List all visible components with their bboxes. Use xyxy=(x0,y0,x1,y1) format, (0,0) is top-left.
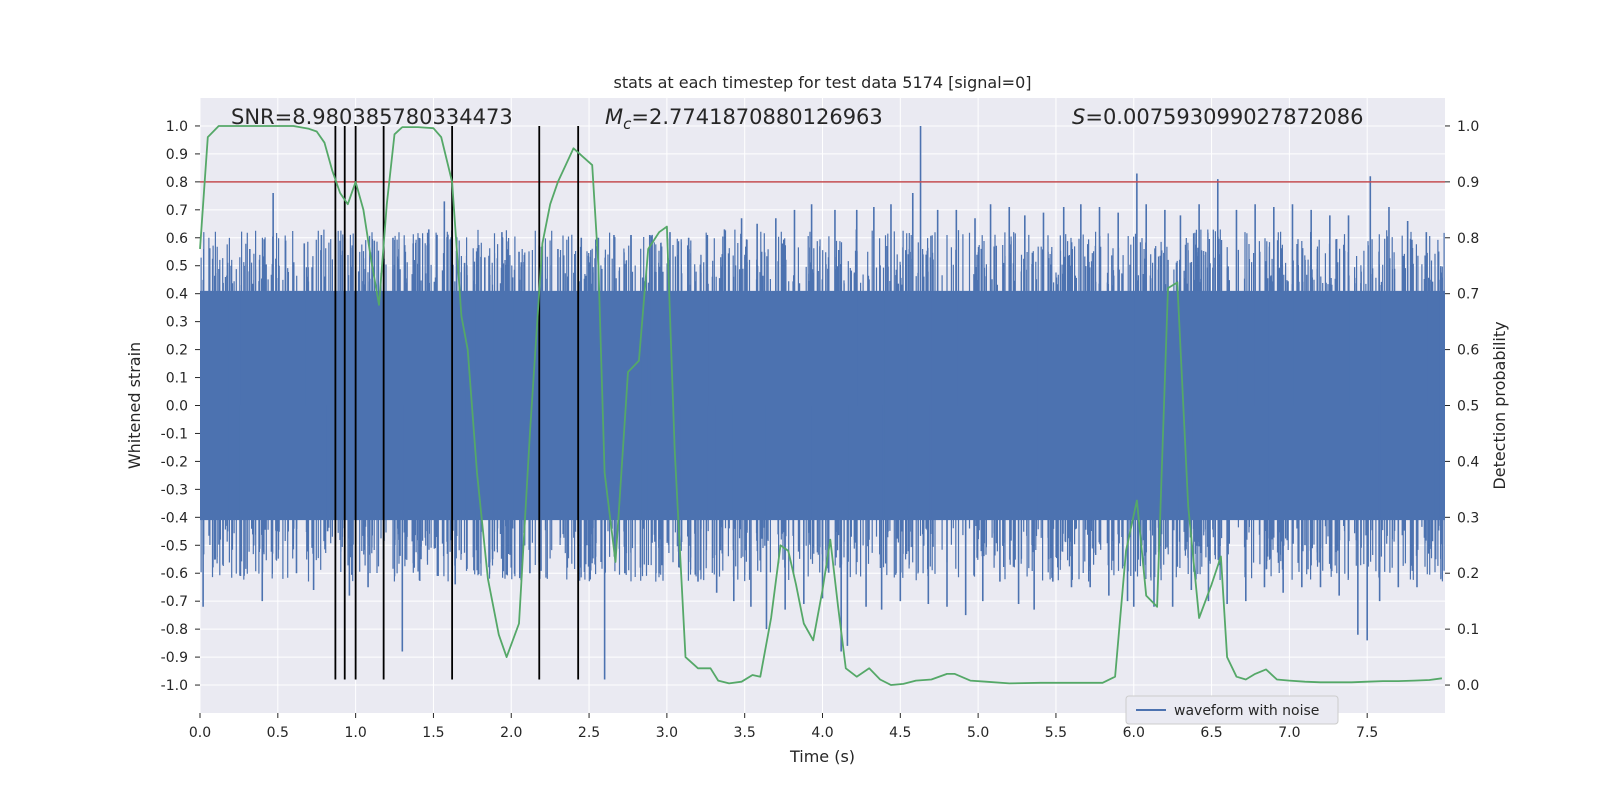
y2-tick-label: 0.2 xyxy=(1457,566,1479,582)
legend-box xyxy=(1125,695,1339,725)
y2-tick-label: 0.3 xyxy=(1457,510,1479,526)
y-tick-label: 0.0 xyxy=(166,399,188,415)
y2-tick-label: 0.5 xyxy=(1457,399,1479,415)
s-symbol: S xyxy=(1072,105,1085,129)
x-tick-label: 2.0 xyxy=(500,725,522,741)
y-tick-label: 0.4 xyxy=(166,287,188,303)
x-tick-label: 0.5 xyxy=(267,725,289,741)
x-tick-label: 6.5 xyxy=(1200,725,1222,741)
y2-tick-label: 0.4 xyxy=(1457,454,1479,470)
x-tick-label: 1.0 xyxy=(344,725,366,741)
y-tick-label: -0.4 xyxy=(161,510,188,526)
y2-tick-label: 0.6 xyxy=(1457,343,1479,359)
y-tick-label: -0.8 xyxy=(161,622,188,638)
y-tick-label: 0.3 xyxy=(166,315,188,331)
y-tick-label: -0.7 xyxy=(161,594,188,610)
y2-tick-label: 0.8 xyxy=(1457,231,1479,247)
legend-label: waveform with noise xyxy=(1174,703,1319,719)
x-tick-label: 3.0 xyxy=(656,725,678,741)
s-value: =0.007593099027872086 xyxy=(1085,105,1363,129)
x-axis-label: Time (s) xyxy=(789,747,855,766)
x-tick-label: 7.5 xyxy=(1356,725,1378,741)
chirp-mass-annotation: Mc=2.7741870880126963 xyxy=(605,105,883,133)
y2-tick-label: 0.9 xyxy=(1457,175,1479,191)
y2-tick-label: 0.1 xyxy=(1457,622,1479,638)
x-tick-label: 2.5 xyxy=(578,725,600,741)
y2-tick-label: 1.0 xyxy=(1457,119,1479,135)
x-tick-label: 5.0 xyxy=(967,725,989,741)
x-tick-label: 3.5 xyxy=(734,725,756,741)
y-tick-label: -0.3 xyxy=(161,482,188,498)
y-tick-label: -1.0 xyxy=(161,678,188,694)
y-tick-label: -0.9 xyxy=(161,650,188,666)
chirp-mass-value: =2.7741870880126963 xyxy=(631,105,882,129)
y2-axis-label: Detection probability xyxy=(1490,321,1509,489)
y-tick-label: -0.2 xyxy=(161,454,188,470)
y-tick-label: 0.7 xyxy=(166,203,188,219)
y-tick-label: -0.6 xyxy=(161,566,188,582)
y-tick-label: 0.1 xyxy=(166,371,188,387)
y-tick-label: 0.8 xyxy=(166,175,188,191)
chirp-mass-symbol: M xyxy=(605,105,623,129)
y2-tick-label: 0.0 xyxy=(1457,678,1479,694)
x-tick-label: 1.5 xyxy=(422,725,444,741)
x-tick-label: 0.0 xyxy=(189,725,211,741)
chirp-mass-subscript: c xyxy=(623,115,632,133)
y-tick-label: 0.2 xyxy=(166,343,188,359)
y-tick-label: 0.6 xyxy=(166,231,188,247)
x-tick-label: 4.0 xyxy=(811,725,833,741)
y-tick-label: 0.9 xyxy=(166,147,188,163)
x-tick-label: 5.5 xyxy=(1045,725,1067,741)
y2-tick-label: 0.7 xyxy=(1457,287,1479,303)
snr-annotation: SNR=8.980385780334473 xyxy=(231,105,513,129)
x-tick-label: 6.0 xyxy=(1123,725,1145,741)
s-statistic-annotation: S=0.007593099027872086 xyxy=(1072,105,1363,129)
x-tick-label: 7.0 xyxy=(1278,725,1300,741)
y-tick-label: -0.5 xyxy=(161,538,188,554)
y-tick-label: 1.0 xyxy=(166,119,188,135)
y-tick-label: 0.5 xyxy=(166,259,188,275)
x-tick-label: 4.5 xyxy=(889,725,911,741)
y-tick-label: -0.1 xyxy=(161,426,188,442)
y-axis-label: Whitened strain xyxy=(125,342,144,469)
chart-title: stats at each timestep for test data 517… xyxy=(613,73,1031,92)
probability-line xyxy=(199,125,1443,686)
